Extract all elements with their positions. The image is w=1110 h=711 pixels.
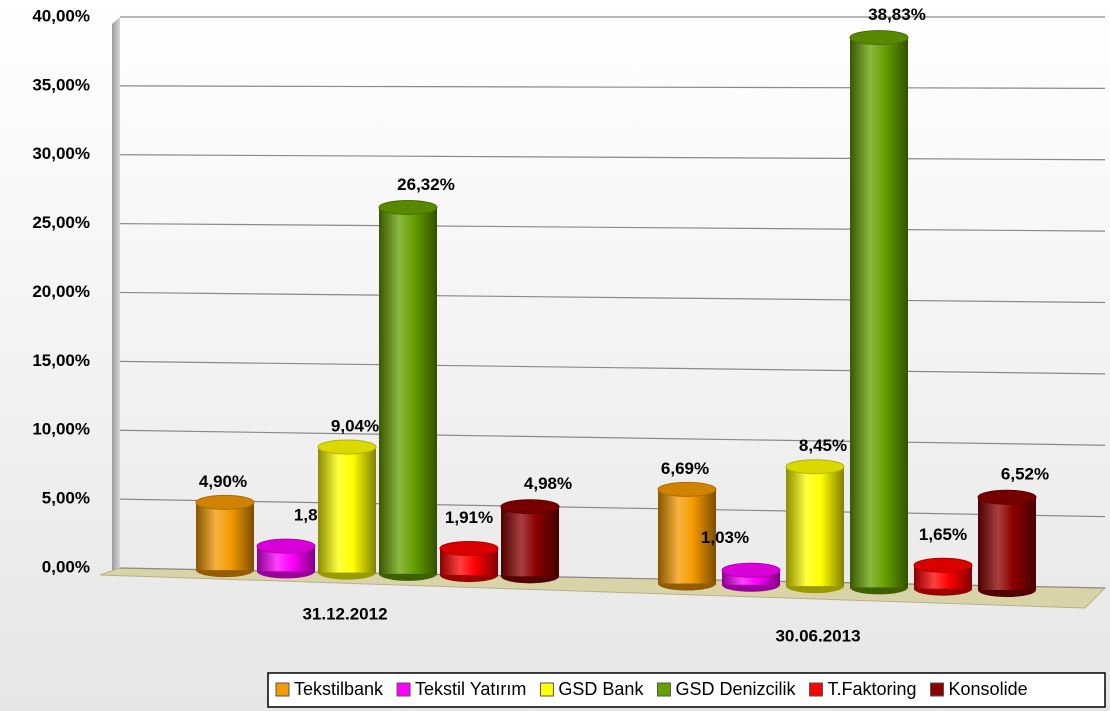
bar bbox=[501, 506, 559, 577]
legend-label: GSD Denizcilik bbox=[675, 679, 796, 699]
bar bbox=[318, 447, 376, 573]
y-tick-label: 25,00% bbox=[32, 213, 90, 232]
legend-label: GSD Bank bbox=[558, 679, 644, 699]
side-wall bbox=[112, 17, 120, 575]
grid-line bbox=[119, 429, 1106, 446]
grid-line bbox=[119, 291, 1106, 304]
bar-top bbox=[500, 499, 560, 515]
y-tick-label: 40,00% bbox=[32, 6, 90, 25]
bar-top bbox=[977, 489, 1037, 505]
bar bbox=[786, 466, 844, 587]
grid-line bbox=[119, 223, 1106, 232]
value-label: 9,04% bbox=[331, 417, 379, 436]
grid-line bbox=[119, 154, 1106, 161]
bar bbox=[978, 497, 1036, 591]
bar-top bbox=[657, 481, 717, 497]
legend-label: Tekstil Yatırım bbox=[415, 679, 526, 699]
y-tick-label: 15,00% bbox=[32, 351, 90, 370]
x-tick-label: 30.06.2013 bbox=[775, 626, 860, 645]
value-label: 6,69% bbox=[661, 459, 709, 478]
bar-top bbox=[785, 459, 845, 475]
y-tick-label: 30,00% bbox=[32, 144, 90, 163]
value-label: 1,65% bbox=[919, 525, 967, 544]
bar-top bbox=[721, 562, 781, 578]
value-label: 26,32% bbox=[397, 175, 455, 194]
y-tick-label: 5,00% bbox=[42, 489, 90, 508]
legend-label: T.Faktoring bbox=[827, 679, 916, 699]
legend-swatch bbox=[808, 682, 823, 697]
grid-line bbox=[119, 498, 1106, 518]
y-tick-label: 10,00% bbox=[32, 420, 90, 439]
y-tick-label: 35,00% bbox=[32, 75, 90, 94]
value-label: 1,91% bbox=[445, 508, 493, 527]
bar-top bbox=[256, 538, 316, 554]
legend-swatch bbox=[539, 682, 554, 697]
grid-line bbox=[119, 85, 1106, 89]
y-tick-label: 0,00% bbox=[42, 557, 90, 576]
bar-top bbox=[195, 494, 255, 510]
bar-top bbox=[439, 540, 499, 556]
legend-swatch bbox=[656, 682, 671, 697]
bar-top bbox=[317, 439, 377, 455]
value-label: 1,03% bbox=[701, 528, 749, 547]
value-label: 4,90% bbox=[199, 472, 247, 491]
bar-top bbox=[849, 30, 909, 46]
bar-top bbox=[378, 199, 438, 215]
bar-top bbox=[913, 557, 973, 573]
bar bbox=[379, 207, 437, 574]
bar bbox=[658, 489, 716, 584]
grid-line bbox=[119, 360, 1106, 375]
value-label: 6,52% bbox=[1001, 465, 1049, 484]
value-label: 8,45% bbox=[799, 436, 847, 455]
y-tick-label: 20,00% bbox=[32, 282, 90, 301]
legend-label: Konsolide bbox=[949, 679, 1028, 699]
bar bbox=[196, 502, 254, 571]
value-label: 4,98% bbox=[524, 474, 572, 493]
legend-swatch bbox=[275, 682, 290, 697]
bar bbox=[850, 37, 908, 588]
legend-swatch bbox=[930, 682, 945, 697]
legend-label: Tekstilbank bbox=[294, 679, 384, 699]
value-label: 38,83% bbox=[868, 5, 926, 24]
legend-swatch bbox=[396, 682, 411, 697]
x-tick-label: 31.12.2012 bbox=[302, 604, 387, 623]
